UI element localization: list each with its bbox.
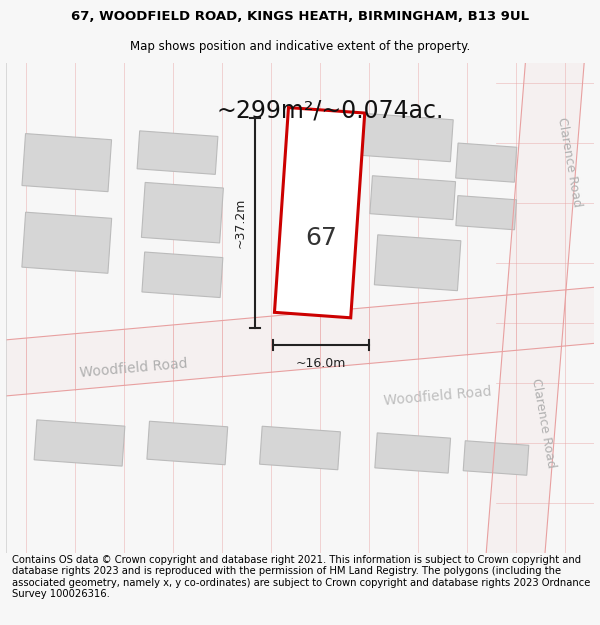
Text: Woodfield Road: Woodfield Road <box>79 356 188 379</box>
Text: Woodfield Road: Woodfield Road <box>383 384 492 408</box>
Polygon shape <box>6 288 594 396</box>
Text: 67, WOODFIELD ROAD, KINGS HEATH, BIRMINGHAM, B13 9UL: 67, WOODFIELD ROAD, KINGS HEATH, BIRMING… <box>71 10 529 23</box>
Text: ~37.2m: ~37.2m <box>234 198 247 248</box>
Polygon shape <box>274 107 365 318</box>
Polygon shape <box>22 134 112 192</box>
Polygon shape <box>142 182 223 243</box>
Text: ~16.0m: ~16.0m <box>295 357 346 370</box>
Polygon shape <box>362 114 453 162</box>
Polygon shape <box>486 62 584 553</box>
Polygon shape <box>260 426 340 470</box>
Polygon shape <box>463 441 529 475</box>
Polygon shape <box>137 131 218 174</box>
Polygon shape <box>34 420 125 466</box>
Text: 67: 67 <box>305 226 337 250</box>
Text: Map shows position and indicative extent of the property.: Map shows position and indicative extent… <box>130 40 470 52</box>
Text: ~299m²/~0.074ac.: ~299m²/~0.074ac. <box>217 99 444 122</box>
Polygon shape <box>375 433 451 473</box>
Polygon shape <box>456 196 517 230</box>
Text: Clarence Road: Clarence Road <box>555 117 584 209</box>
Polygon shape <box>374 235 461 291</box>
Polygon shape <box>455 143 517 182</box>
Text: Contains OS data © Crown copyright and database right 2021. This information is : Contains OS data © Crown copyright and d… <box>12 554 590 599</box>
Polygon shape <box>142 252 223 298</box>
Polygon shape <box>22 213 112 273</box>
Polygon shape <box>370 176 455 219</box>
Text: Clarence Road: Clarence Road <box>529 377 557 469</box>
Polygon shape <box>147 421 228 465</box>
